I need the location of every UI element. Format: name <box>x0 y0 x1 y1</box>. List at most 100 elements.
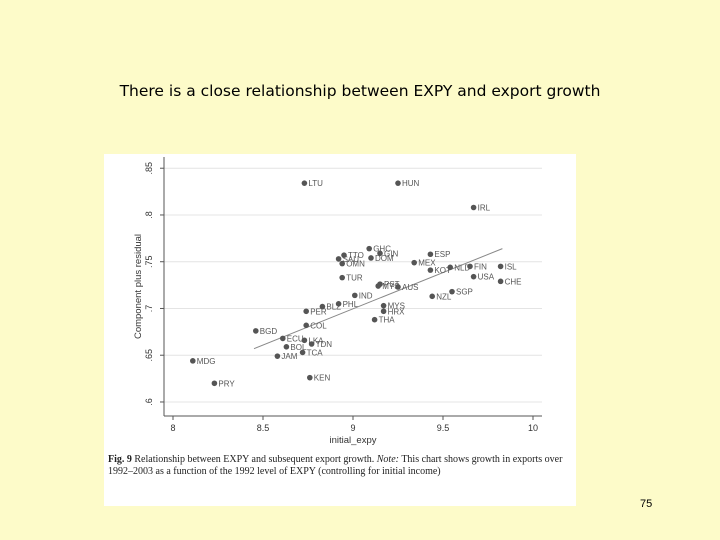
y-tick-label: .7 <box>144 305 154 313</box>
data-point <box>319 303 326 310</box>
slide-title: There is a close relationship between EX… <box>119 82 601 100</box>
y-tick-label: .85 <box>144 162 154 175</box>
data-point <box>366 245 373 252</box>
data-point <box>352 292 358 299</box>
data-point-label: MEX <box>418 259 436 268</box>
data-point-label: LTU <box>308 179 323 188</box>
data-point <box>253 328 259 334</box>
x-tick-label: 10 <box>528 423 538 433</box>
data-point-label: THA <box>379 316 396 325</box>
y-tick-label: .8 <box>144 211 154 219</box>
data-point-label: IND <box>359 291 373 300</box>
data-point <box>497 278 504 285</box>
fit-line <box>253 248 503 350</box>
data-point <box>429 293 436 300</box>
data-point-label: PER <box>310 307 327 316</box>
y-axis-title: Component plus residual <box>133 234 144 339</box>
data-point <box>447 264 454 271</box>
data-point-label: FIN <box>474 262 487 271</box>
caption-figure-label: Fig. 9 <box>108 454 132 465</box>
data-point <box>380 308 387 315</box>
data-point <box>497 263 504 270</box>
data-point-label: MYS <box>388 302 405 311</box>
data-point <box>375 283 382 289</box>
data-point-label: TUR <box>346 274 363 283</box>
data-point <box>368 255 374 261</box>
data-point-label: TTO <box>348 251 364 260</box>
data-point <box>335 300 342 307</box>
data-point <box>283 344 290 350</box>
data-point <box>395 284 401 290</box>
data-point-label: NZL <box>436 292 452 301</box>
data-point-label: ISL <box>505 262 518 271</box>
caption-note-label: Note: <box>376 454 399 465</box>
figure-panel: .6 .65 .7 .75 .8 .85 8 8.5 9 9.5 10 initial_expy Com… <box>104 154 576 506</box>
data-point <box>380 302 387 309</box>
data-point <box>371 316 378 323</box>
data-point-label: KEN <box>314 374 331 383</box>
data-point-label: MDG <box>197 357 216 366</box>
x-tick-label: 8.5 <box>257 423 270 433</box>
x-tick-label: 9.5 <box>437 423 450 433</box>
figure-caption: Fig. 9 Relationship between EXPY and sub… <box>108 454 570 478</box>
data-point <box>395 180 401 186</box>
data-point-label: ECU <box>287 334 304 343</box>
data-point-label: KOT <box>434 266 451 275</box>
data-point <box>335 256 342 262</box>
data-point-label: USA <box>478 273 495 282</box>
scatter-chart: .6 .65 .7 .75 .8 .85 8 8.5 9 9.5 10 initial_expy Com… <box>133 157 542 446</box>
data-point <box>301 180 308 186</box>
data-point-label: GIN <box>384 249 398 258</box>
data-point-label: AUS <box>402 283 418 292</box>
data-point <box>299 349 306 356</box>
data-point-label: TCA <box>307 348 324 357</box>
data-point-label: HRX <box>388 307 406 316</box>
data-point <box>211 380 218 387</box>
data-point <box>427 251 434 258</box>
data-point <box>411 259 418 266</box>
data-point <box>280 335 286 342</box>
data-point-label: SGP <box>456 288 473 297</box>
y-tick-label: .6 <box>144 398 154 406</box>
data-point <box>274 353 281 359</box>
data-point <box>449 288 455 295</box>
data-point <box>307 374 313 381</box>
data-point <box>339 274 345 281</box>
y-tick-label: .75 <box>144 255 154 268</box>
data-point <box>308 341 315 347</box>
caption-note-text: This chart shows growth in exports over … <box>108 454 563 477</box>
data-point <box>470 273 477 280</box>
data-point-label: CHE <box>505 277 522 286</box>
data-point-label: BGD <box>260 327 278 336</box>
data-point-label: COL <box>310 321 327 330</box>
caption-main-text: Relationship between EXPY and subsequent… <box>134 454 375 465</box>
x-tick-label: 8 <box>170 423 175 433</box>
data-point-label: IRL <box>478 203 491 212</box>
data-point-label: NLD <box>454 263 470 272</box>
data-point <box>303 322 309 329</box>
data-point-label: BOL <box>290 343 307 352</box>
data-point-label: TDN <box>316 340 333 349</box>
data-point-label: PST <box>384 280 400 289</box>
x-tick-label: 9 <box>350 423 355 433</box>
data-point-label: JAM <box>281 352 297 361</box>
data-point <box>467 263 473 270</box>
data-point-label: MYS <box>382 282 399 291</box>
data-point-label: HUN <box>402 179 420 188</box>
x-axis-title: initial_expy <box>330 435 377 446</box>
data-point <box>339 260 345 267</box>
data-point-label: GHC <box>373 245 391 254</box>
data-point-label: LKA <box>308 336 324 345</box>
data-point-label: BLZ <box>326 303 341 312</box>
data-point <box>301 337 308 344</box>
data-point-label: PHL <box>343 300 359 309</box>
page-number: 75 <box>640 498 653 510</box>
data-point <box>377 250 383 257</box>
data-point <box>427 267 434 273</box>
data-point-label: ESP <box>434 250 450 259</box>
data-point <box>190 358 196 364</box>
data-point-label: SAU <box>343 255 360 264</box>
y-tick-label: .65 <box>144 349 154 362</box>
data-point-label: DOM <box>375 254 394 263</box>
data-point-label: PRY <box>218 379 235 388</box>
